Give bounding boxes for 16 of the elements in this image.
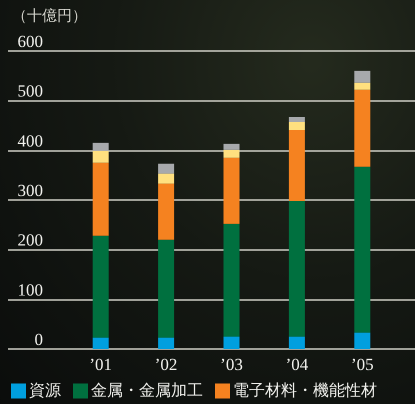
y-tick-label: 400	[18, 131, 43, 150]
x-tick-label: ’03	[220, 355, 243, 374]
y-tick-label: 200	[18, 230, 43, 250]
y-tick-label: 600	[18, 32, 43, 51]
y-tick-label: 300	[18, 181, 43, 200]
legend-label: 資源	[29, 382, 61, 400]
y-axis-title: （十億円）	[12, 8, 87, 24]
y-tick-label: 0	[34, 330, 43, 349]
x-tick-label: ’01	[89, 355, 112, 374]
y-tick-label: 100	[18, 280, 43, 300]
x-tick-label: ’05	[350, 355, 374, 374]
legend-label: 金属・金属加工	[91, 382, 203, 400]
y-tick-label: 500	[18, 82, 43, 101]
x-tick-label: ’02	[154, 355, 178, 374]
legend-label: 電子材料・機能性材	[233, 382, 377, 400]
x-tick-label: ’04	[286, 355, 309, 374]
